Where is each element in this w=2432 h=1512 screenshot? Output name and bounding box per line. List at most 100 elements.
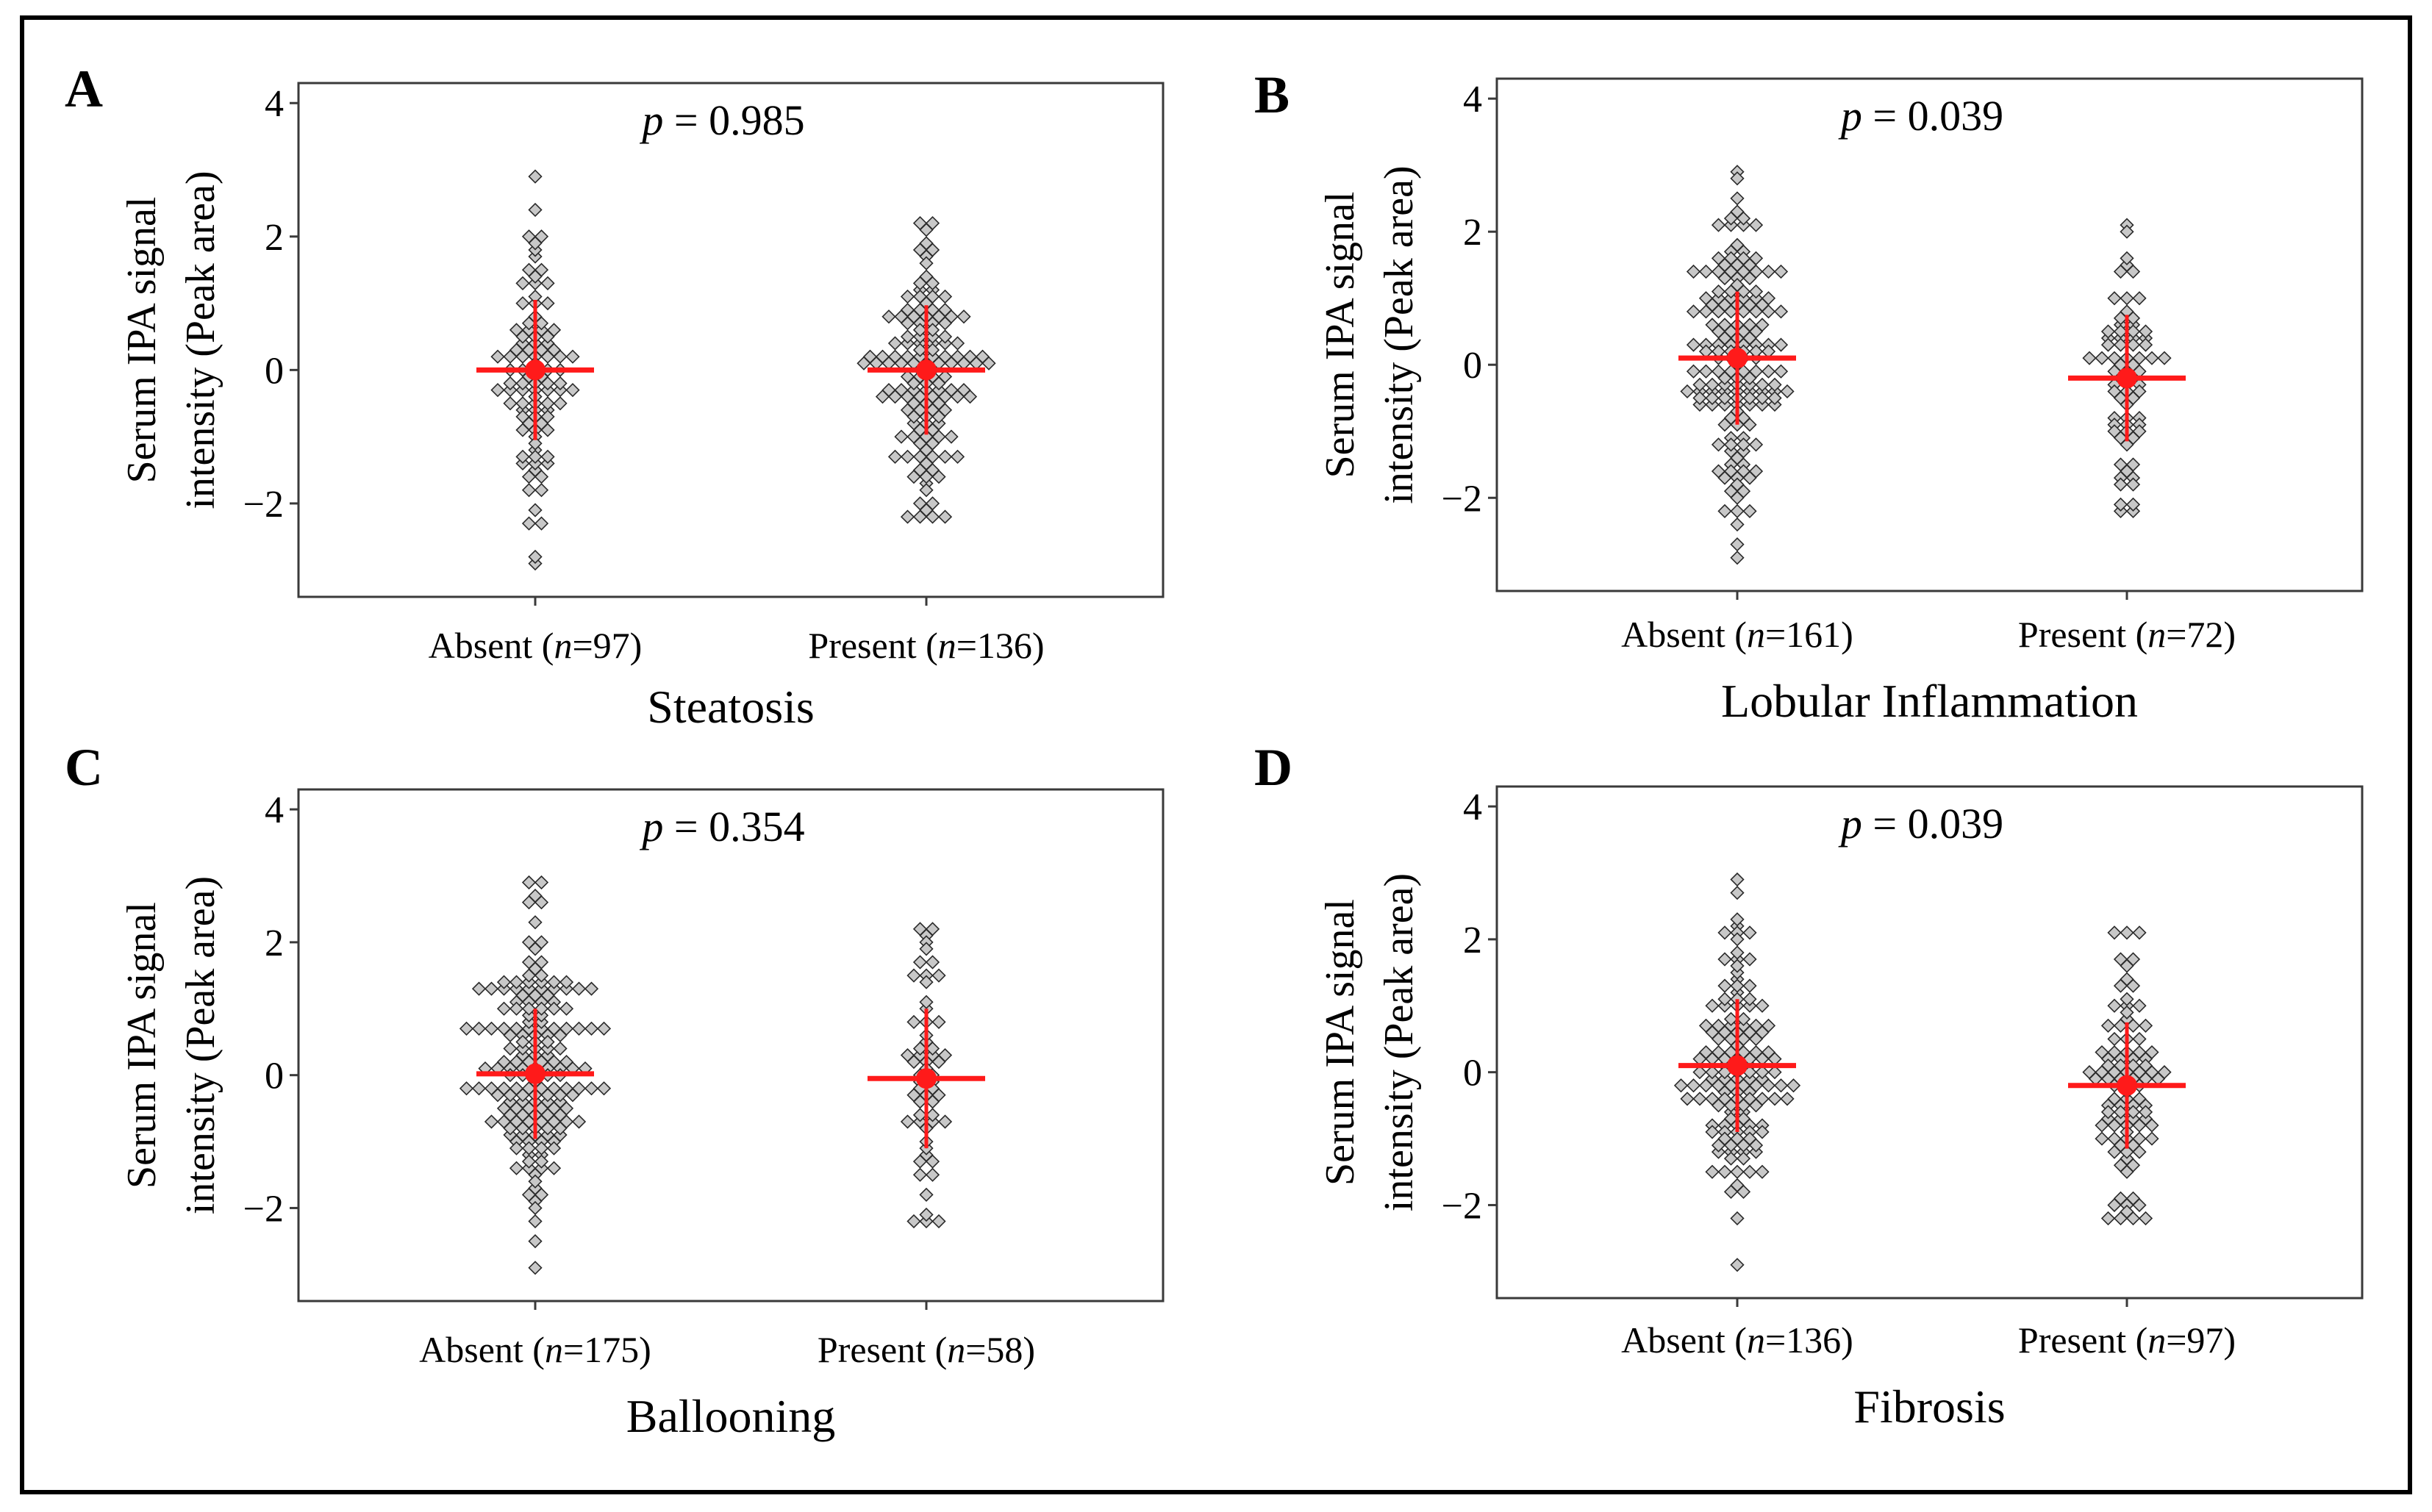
data-point <box>2120 224 2134 239</box>
data-point <box>2125 497 2141 512</box>
data-point <box>528 889 543 903</box>
y-tick-label: 0 <box>1463 1053 1482 1094</box>
group-n-symbol: n <box>554 625 572 666</box>
data-point <box>1711 344 1726 359</box>
data-point <box>1717 331 1732 345</box>
data-point <box>2113 357 2128 372</box>
data-point <box>912 423 928 437</box>
data-point <box>528 236 543 251</box>
x-tick-label: Present (n=97) <box>2018 1319 2236 1361</box>
data-point <box>2113 497 2128 512</box>
group-n-value: =161) <box>1765 614 1853 655</box>
data-point <box>515 423 530 437</box>
data-point <box>534 1141 549 1156</box>
data-point <box>528 269 543 284</box>
mean-marker <box>916 359 937 381</box>
data-point <box>1692 390 1707 406</box>
data-point <box>950 449 965 464</box>
data-point <box>2120 291 2134 306</box>
group-name: Present ( <box>2018 614 2147 655</box>
data-point <box>900 289 915 304</box>
data-point <box>1736 1184 1751 1199</box>
data-point <box>553 1121 568 1136</box>
data-point <box>1705 1065 1720 1080</box>
data-point <box>2145 351 2159 365</box>
data-point <box>503 1121 518 1136</box>
data-point <box>919 503 934 517</box>
data-point <box>1755 1051 1770 1067</box>
data-point <box>900 329 915 344</box>
data-point <box>931 1214 946 1229</box>
group-n-value: =136) <box>956 625 1045 666</box>
data-point <box>1680 384 1695 399</box>
data-point <box>1686 304 1701 319</box>
group-n-symbol: n <box>545 1329 563 1370</box>
data-point <box>1730 912 1745 927</box>
y-axis-label-line1: Serum IPA signal <box>1317 192 1363 479</box>
data-point <box>528 915 543 930</box>
data-point <box>2113 264 2128 279</box>
group-n-symbol: n <box>1747 614 1765 655</box>
group-name: Absent ( <box>429 625 554 666</box>
data-point <box>2138 324 2153 339</box>
data-point <box>925 1167 940 1182</box>
data-point <box>1730 451 1745 465</box>
data-point <box>919 1207 934 1222</box>
data-point <box>1705 998 1720 1013</box>
data-point <box>2132 1092 2147 1106</box>
data-point <box>2113 477 2128 492</box>
data-point <box>925 343 940 357</box>
data-point <box>906 409 921 424</box>
data-point <box>950 349 965 364</box>
data-point <box>919 456 934 471</box>
data-point <box>1692 377 1707 393</box>
data-point <box>528 202 543 218</box>
data-point <box>1717 978 1732 993</box>
x-tick-label: Absent (n=136) <box>1621 1319 1853 1361</box>
data-point <box>1730 490 1745 505</box>
data-point <box>1767 1051 1782 1067</box>
mean-marker <box>2117 368 2137 389</box>
data-point <box>919 295 934 311</box>
data-point <box>2107 424 2122 439</box>
data-point <box>553 1028 568 1043</box>
data-point <box>1773 264 1789 279</box>
data-point <box>534 483 549 498</box>
data-point <box>1723 437 1739 452</box>
data-point <box>2138 337 2153 352</box>
data-point <box>925 1154 940 1169</box>
data-point <box>484 981 499 996</box>
y-axis-label-line1: Serum IPA signal <box>119 197 165 484</box>
data-point <box>931 409 946 424</box>
data-point <box>925 243 940 257</box>
data-point <box>1723 1098 1739 1113</box>
data-point <box>509 1161 524 1175</box>
data-point <box>540 1108 555 1122</box>
data-point <box>509 1001 524 1016</box>
group-n-value: =97) <box>572 625 642 666</box>
data-point <box>906 469 921 484</box>
data-point <box>2100 337 2116 352</box>
data-point <box>1686 1078 1701 1093</box>
data-point <box>546 975 562 989</box>
data-point <box>931 469 946 484</box>
data-point <box>919 469 934 484</box>
y-tick-label: 0 <box>265 350 284 392</box>
data-point <box>521 968 537 983</box>
data-point <box>2107 1131 2122 1146</box>
data-point <box>937 349 953 364</box>
data-point <box>1767 377 1782 393</box>
data-point <box>2132 1045 2147 1060</box>
panel-d: D 4 2 0 −2 Serum IPA signal intensity (Peak ar… <box>1254 738 2364 1433</box>
data-point <box>1692 1051 1707 1067</box>
plot-frame <box>1495 77 2364 592</box>
data-point <box>546 323 562 337</box>
data-point <box>2100 1211 2116 1226</box>
data-point <box>912 323 928 337</box>
points-group <box>1673 872 1801 1272</box>
data-point <box>1742 390 1757 406</box>
p-value-symbol: p <box>1838 800 1862 848</box>
panels: A 4 2 0 −2 Serum IPA signal intensity (Peak ar… <box>65 60 2364 1442</box>
data-point <box>1730 191 1745 206</box>
panel-b: B 4 2 0 −2 Serum IPA signal intensity (Peak ar… <box>1254 65 2364 727</box>
